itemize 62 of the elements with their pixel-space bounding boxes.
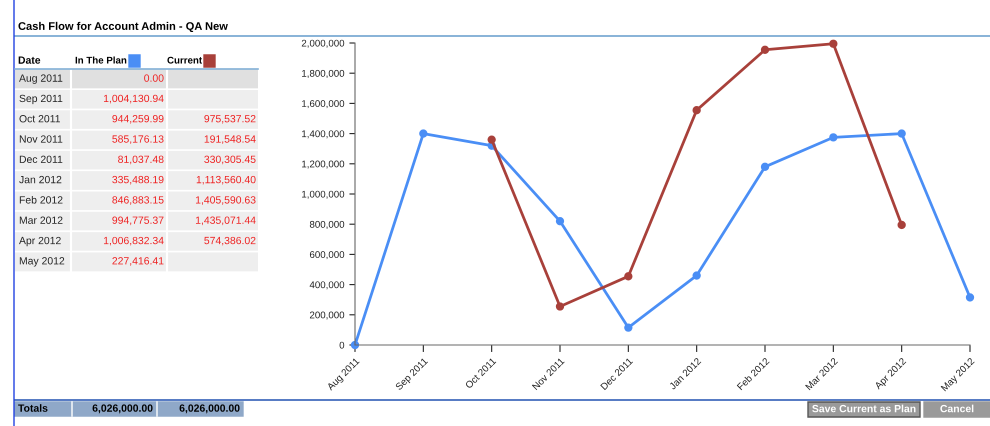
y-tick-label: 1,000,000 [302,190,344,199]
point [624,272,632,280]
data-label: 1,004,130.94 [104,94,164,104]
data-label: 191,548.54 [204,135,256,144]
text: Save Current as Plan [812,404,916,412]
point [556,302,564,311]
point [898,129,906,138]
data-label: 0.00 [144,74,164,82]
category-label: May 2012 [20,257,64,267]
point [760,162,770,171]
y-tick-label: 200,000 [310,312,344,320]
text: Date [18,56,40,64]
data-label: 335,488.19 [112,176,164,185]
point [624,323,632,332]
legend-label: Current [167,56,202,64]
data-label: 1,113,560.40 [196,176,256,185]
category-label: Jan 2012 [19,176,62,184]
point [966,293,974,302]
y-tick-label: 2,000,000 [302,40,344,48]
text: Totals [18,404,48,412]
legend-label: In The Plan [76,56,126,64]
category-label: Dec 2011 [20,156,62,163]
data-label: 330,305.45 [204,156,256,164]
data-label: 1,435,071.44 [196,216,256,226]
data-label: 975,537.52 [204,115,256,124]
data-label: 585,176.13 [112,135,164,144]
y-tick-label: 800,000 [310,220,344,229]
text: Cash Flow for Account Admin - QA New [18,22,228,32]
category-label: Nov 2011 [20,135,62,143]
y-tick-label: 1,800,000 [302,70,344,78]
y-tick-label: 1,600,000 [302,100,344,108]
y-tick-label: 0 [340,342,344,349]
data-label: 994,775.37 [112,216,164,226]
category-label: Feb 2012 [20,196,62,204]
category-label: Oct 2011 [19,115,60,122]
point [556,217,564,226]
point [419,129,428,138]
point [898,220,906,230]
point [692,271,701,280]
y-tick-label: 400,000 [310,281,344,290]
category-label: Mar 2012 [20,216,62,224]
category-label: Aug 2011 [19,74,62,84]
y-tick-label: 600,000 [310,251,344,260]
point [692,106,701,114]
point [760,46,770,54]
y-tick-label: 1,400,000 [302,130,344,138]
point [829,133,838,142]
y-tick-label: 1,200,000 [302,160,344,169]
text: 6,026,000.00 [92,404,153,414]
point [488,135,496,144]
text: Cancel [940,404,974,412]
category-label: Sep 2011 [19,94,62,104]
data-label: 1,405,590.63 [196,196,256,205]
data-label: 944,259.99 [112,115,164,124]
data-label: 81,037.48 [118,156,164,164]
data-label: 1,006,832.34 [104,236,164,246]
text: 6,026,000.00 [180,404,240,414]
data-label: 227,416.41 [112,257,164,266]
point [829,40,838,48]
data-label: 574,386.02 [204,236,256,246]
data-label: 846,883.15 [112,196,164,205]
category-label: Apr 2012 [19,236,61,246]
